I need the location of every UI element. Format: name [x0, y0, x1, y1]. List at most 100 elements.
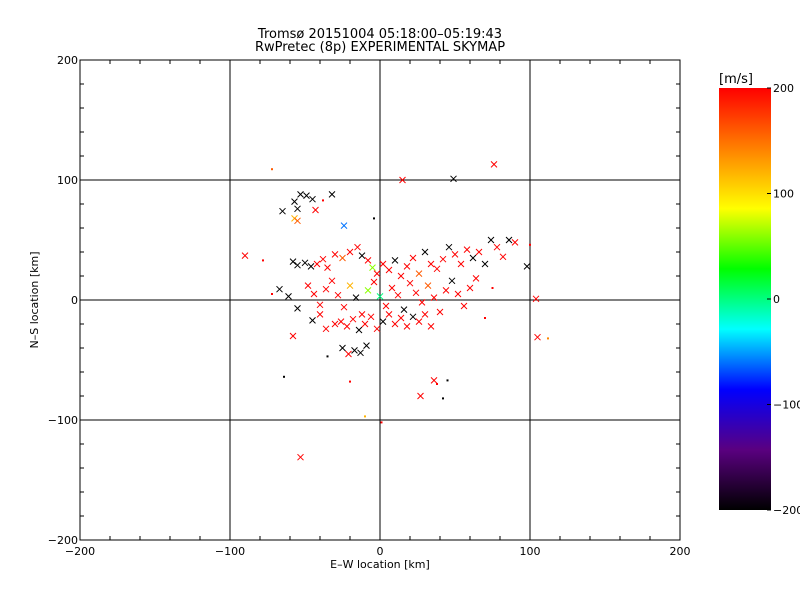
y-tick-label: 100 [57, 174, 78, 187]
data-point [475, 248, 483, 256]
data-point [297, 191, 304, 198]
colorbar-tick-label: 0 [773, 293, 780, 306]
x-tick-label: −200 [65, 545, 95, 558]
data-point [339, 344, 346, 352]
data-point-stroke [385, 311, 393, 318]
data-point [391, 320, 399, 328]
data-point-stroke [367, 313, 375, 321]
data-point [454, 290, 462, 298]
data-point-stroke [304, 282, 312, 289]
data-point [322, 199, 324, 202]
chart-title: Tromsø 20151004 05:18:00–05:19:43 [257, 27, 503, 42]
data-point [442, 397, 444, 400]
data-point [352, 294, 360, 301]
data-point [351, 347, 358, 354]
data-point [345, 350, 352, 358]
data-point [379, 318, 387, 325]
y-tick-label: −200 [48, 534, 78, 547]
data-point [491, 287, 494, 289]
data-point [547, 337, 549, 340]
data-point [511, 239, 519, 246]
data-point-stroke [511, 239, 519, 246]
data-point-stroke [276, 285, 283, 293]
data-point-stroke [450, 175, 457, 183]
data-point [430, 377, 438, 384]
x-tick-label: 100 [520, 545, 541, 558]
data-point-stroke [297, 191, 304, 198]
data-point [397, 314, 405, 322]
data-point-stroke [412, 289, 420, 297]
data-point-stroke [442, 287, 450, 294]
data-point [358, 311, 366, 318]
data-point [466, 284, 474, 292]
data-point-stroke [322, 325, 330, 333]
data-point [445, 243, 453, 251]
data-point [340, 303, 348, 311]
data-points [241, 161, 549, 461]
colorbar-tick-label: −100 [773, 399, 800, 412]
data-point [307, 263, 315, 270]
data-point-stroke [352, 294, 360, 301]
data-point [417, 392, 424, 400]
data-point [415, 318, 423, 325]
data-point-stroke [301, 259, 309, 267]
data-point [397, 272, 405, 280]
data-point-stroke [421, 311, 429, 318]
data-point-stroke [427, 323, 435, 330]
data-point-stroke [523, 263, 531, 270]
data-point-stroke [346, 282, 354, 289]
data-point-stroke [340, 222, 348, 229]
data-point [388, 284, 396, 292]
data-point [448, 277, 456, 285]
data-point-stroke [460, 302, 468, 310]
data-point [430, 294, 438, 301]
colorbar-tick-labels: 200 100 0 −100 −200 [767, 82, 800, 517]
data-point-stroke [241, 252, 249, 259]
data-point-stroke [445, 243, 453, 251]
data-point-stroke [430, 377, 438, 384]
data-point-stroke [399, 176, 406, 184]
data-point [331, 251, 339, 258]
data-point-stroke [369, 264, 376, 271]
data-point [373, 270, 381, 277]
data-point [532, 295, 540, 303]
data-point [285, 293, 292, 300]
data-point [481, 260, 489, 268]
data-point [451, 251, 459, 258]
data-point-stroke [472, 275, 480, 282]
x-tick-label: 200 [670, 545, 691, 558]
axis-ticks [79, 59, 681, 541]
data-point [369, 264, 376, 271]
data-point [364, 415, 366, 418]
data-point [424, 282, 432, 289]
colorbar-label: [m/s] [719, 72, 753, 87]
data-point-stroke [337, 318, 345, 325]
data-point-stroke [418, 299, 426, 306]
data-point [399, 176, 406, 184]
data-point-stroke [454, 290, 462, 298]
colorbar-gradient [719, 88, 771, 510]
data-point [294, 205, 301, 213]
data-point [367, 313, 375, 321]
data-point [297, 453, 304, 461]
data-point-stroke [424, 282, 432, 289]
data-point [415, 270, 423, 277]
data-point [373, 217, 375, 220]
data-point [316, 311, 324, 318]
data-point [427, 323, 435, 330]
data-point-stroke [493, 243, 501, 251]
data-point-stroke [358, 252, 366, 259]
data-point [312, 206, 319, 214]
data-point-stroke [303, 192, 310, 199]
data-point [505, 236, 513, 244]
data-point-stroke [433, 265, 441, 273]
x-axis-label: E–W location [km] [330, 558, 430, 571]
x-tick-label: −100 [215, 545, 245, 558]
data-point-stroke [343, 323, 351, 330]
data-point-stroke [421, 248, 429, 256]
y-tick-label: 200 [57, 54, 78, 67]
data-point-stroke [297, 453, 304, 461]
data-point-stroke [345, 350, 352, 358]
data-point [499, 253, 507, 261]
